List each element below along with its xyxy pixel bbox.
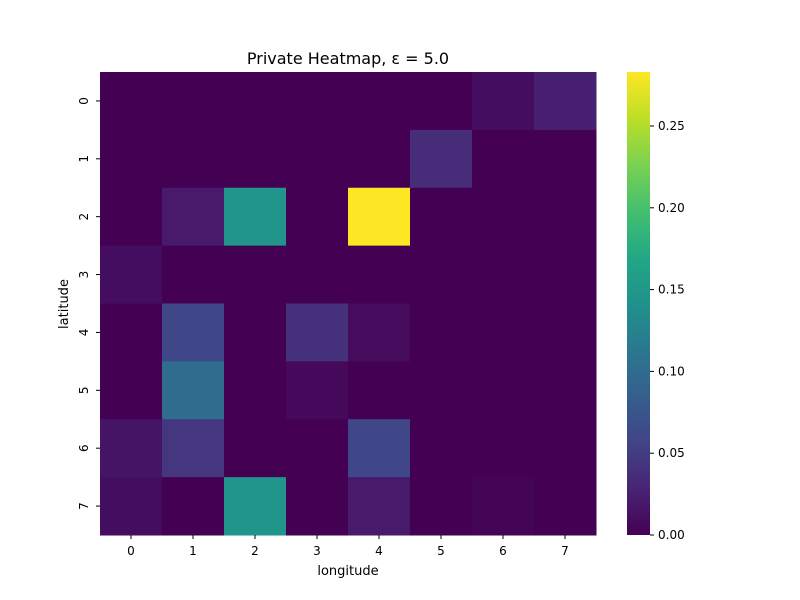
heatmap-cell — [100, 419, 163, 478]
heatmap-cell — [348, 303, 411, 362]
heatmap-cell — [410, 477, 473, 536]
colorbar-tick-label: 0.20 — [658, 201, 685, 215]
heatmap-cell — [162, 361, 225, 420]
heatmap-cell — [410, 419, 473, 478]
heatmap-cell — [472, 72, 535, 131]
heatmap-cell — [534, 477, 597, 536]
heatmap-cell — [224, 477, 287, 536]
heatmap-cell — [100, 129, 163, 189]
colorbar-tick-label: 0.10 — [658, 364, 685, 378]
y-axis-label: latitude — [57, 279, 72, 329]
heatmap-cell — [534, 361, 597, 420]
colorbar-tick-label: 0.25 — [658, 119, 685, 133]
heatmap-cell — [472, 303, 535, 362]
x-tick-label: 4 — [375, 544, 383, 558]
heatmap-cell — [224, 187, 287, 247]
heatmap-cell — [286, 72, 349, 131]
x-axis: 0 1 2 3 4 5 6 7 — [127, 535, 569, 558]
heatmap-cell — [224, 129, 287, 189]
y-tick-label: 7 — [77, 502, 91, 510]
x-tick-label: 3 — [313, 544, 321, 558]
heatmap-cell — [348, 477, 411, 536]
heatmap-cells — [100, 72, 597, 536]
heatmap-cell — [162, 187, 225, 247]
heatmap-cell — [162, 72, 225, 131]
x-tick-label: 1 — [189, 544, 197, 558]
heatmap-cell — [100, 303, 163, 362]
heatmap-cell — [286, 129, 349, 189]
heatmap-cell — [534, 419, 597, 478]
heatmap-cell — [162, 419, 225, 478]
heatmap-cell — [162, 303, 225, 362]
x-tick-label: 5 — [437, 544, 445, 558]
heatmap-cell — [348, 187, 411, 247]
heatmap-cell — [224, 303, 287, 362]
heatmap-cell — [348, 419, 411, 478]
y-tick-label: 6 — [77, 444, 91, 452]
x-tick-label: 0 — [127, 544, 135, 558]
colorbar-tick-label: 0.15 — [658, 283, 685, 297]
heatmap-cell — [410, 129, 473, 189]
heatmap-cell — [286, 419, 349, 478]
heatmap-cell — [162, 245, 225, 305]
heatmap-cell — [410, 303, 473, 362]
heatmap-cell — [100, 187, 163, 247]
y-tick-label: 4 — [77, 329, 91, 337]
heatmap-cell — [534, 303, 597, 362]
colorbar-gradient — [627, 72, 650, 535]
heatmap-cell — [100, 361, 163, 420]
heatmap-cell — [472, 129, 535, 189]
heatmap-cell — [162, 477, 225, 536]
heatmap-cell — [224, 361, 287, 420]
heatmap-cell — [472, 361, 535, 420]
x-tick-label: 6 — [499, 544, 507, 558]
x-axis-label: longitude — [317, 564, 378, 579]
heatmap-cell — [286, 187, 349, 247]
heatmap-cell — [100, 72, 163, 131]
heatmap-cell — [534, 72, 597, 131]
heatmap-cell — [162, 129, 225, 189]
heatmap-cell — [472, 419, 535, 478]
y-tick-label: 1 — [77, 155, 91, 163]
heatmap-cell — [534, 187, 597, 247]
heatmap-cell — [472, 477, 535, 536]
heatmap-cell — [100, 245, 163, 305]
heatmap-cell — [534, 245, 597, 305]
heatmap-cell — [286, 361, 349, 420]
y-tick-label: 2 — [77, 213, 91, 221]
heatmap-cell — [286, 245, 349, 305]
heatmap-cell — [224, 419, 287, 478]
heatmap-cell — [286, 477, 349, 536]
heatmap-cell — [224, 72, 287, 131]
y-axis: 0 1 2 3 4 5 6 7 — [77, 97, 100, 510]
heatmap-cell — [410, 361, 473, 420]
heatmap-cell — [348, 72, 411, 131]
y-tick-label: 0 — [77, 97, 91, 105]
heatmap-cell — [534, 129, 597, 189]
heatmap-cell — [224, 245, 287, 305]
heatmap-cell — [410, 245, 473, 305]
heatmap-cell — [348, 245, 411, 305]
y-tick-label: 3 — [77, 271, 91, 279]
heatmap-cell — [410, 72, 473, 131]
heatmap-cell — [472, 245, 535, 305]
heatmap-cell — [348, 129, 411, 189]
x-tick-label: 7 — [561, 544, 569, 558]
colorbar-tick-label: 0.05 — [658, 446, 685, 460]
heatmap-cell — [286, 303, 349, 362]
heatmap-cell — [472, 187, 535, 247]
heatmap-cell — [348, 361, 411, 420]
heatmap-cell — [410, 187, 473, 247]
y-tick-label: 5 — [77, 386, 91, 394]
chart-title: Private Heatmap, ε = 5.0 — [247, 49, 449, 68]
colorbar-tick-label: 0.00 — [658, 528, 685, 542]
colorbar: 0.00 0.05 0.10 0.15 0.20 0.25 — [627, 72, 685, 542]
x-tick-label: 2 — [251, 544, 259, 558]
heatmap-cell — [100, 477, 163, 536]
